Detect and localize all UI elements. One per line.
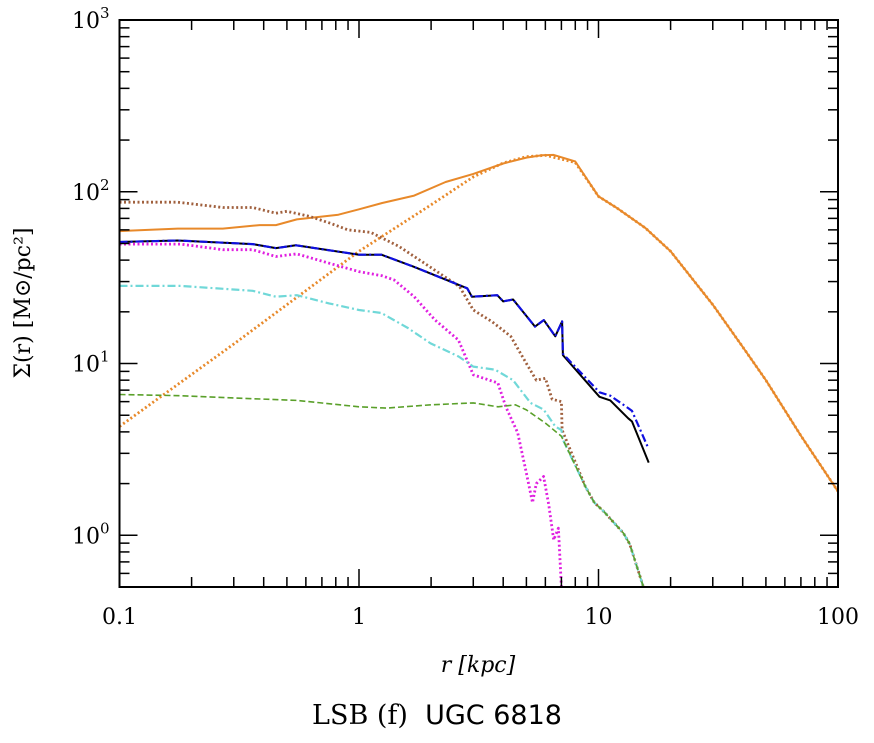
y-tick-exponent: 3	[100, 4, 110, 22]
y-tick-label: 100	[72, 519, 110, 549]
x-tick-label: 0.1	[102, 605, 137, 630]
series-line-4	[119, 239, 649, 447]
y-axis-label: Σ(r) [M⊙/pc²]	[11, 228, 36, 379]
x-axis-label: r [kpc]	[441, 653, 516, 678]
y-tick-exponent: 2	[100, 176, 110, 194]
series-layer	[119, 153, 838, 587]
figure-caption: LSB (f) UGC 6818	[0, 700, 874, 731]
y-tick-base: 10	[72, 524, 100, 549]
y-tick-exponent: 0	[100, 519, 110, 537]
x-axis-label-text: r [kpc]	[441, 653, 516, 678]
x-tick-label: 1	[352, 605, 366, 630]
caption-galaxy: UGC 6818	[425, 700, 562, 731]
y-tick-base: 10	[72, 9, 100, 34]
x-tick-label: 10	[585, 605, 613, 630]
x-tick-label: 100	[817, 605, 859, 630]
y-tick-exponent: 1	[100, 348, 110, 366]
series-line-2	[119, 200, 645, 587]
y-tick-label: 101	[72, 348, 110, 378]
caption-label: LSB (f)	[312, 700, 408, 731]
series-line-7	[119, 393, 645, 587]
plot-frame	[118, 19, 839, 588]
series-line-0	[119, 153, 838, 492]
y-tick-base: 10	[72, 181, 100, 206]
y-tick-label: 102	[72, 176, 110, 206]
y-tick-label: 103	[72, 4, 110, 34]
series-line-1	[119, 153, 838, 493]
series-line-5	[119, 242, 563, 587]
series-line-3	[119, 239, 650, 463]
y-tick-base: 10	[72, 353, 100, 378]
